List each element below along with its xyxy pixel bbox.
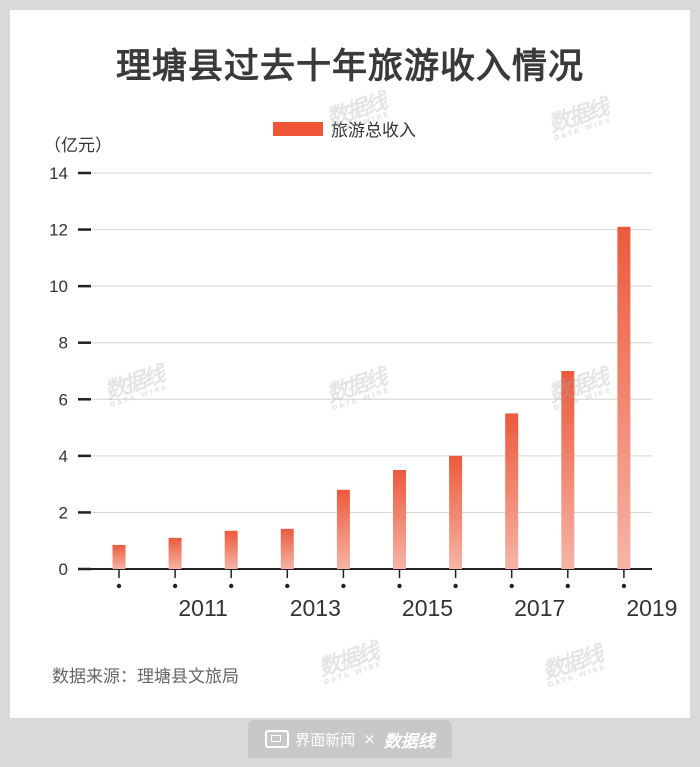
bar xyxy=(505,413,519,569)
bar xyxy=(336,489,350,569)
bar xyxy=(617,226,631,569)
y-tick-label: 14 xyxy=(49,164,68,183)
x-tick-dot xyxy=(285,583,290,589)
legend-swatch xyxy=(273,121,323,136)
x-tick-dot xyxy=(453,583,458,589)
jiemian-logo-icon xyxy=(265,730,290,748)
bar xyxy=(449,455,463,569)
x-tick-dot xyxy=(621,583,627,589)
x-tick-dot xyxy=(397,583,402,589)
legend: 旅游总收入 xyxy=(273,116,416,141)
bar xyxy=(393,470,406,569)
legend-label: 旅游总收入 xyxy=(331,121,416,141)
footer-brand: 界面新闻 xyxy=(295,730,356,749)
y-tick-label: 8 xyxy=(59,334,68,353)
bar xyxy=(561,371,575,569)
x-tick-dot xyxy=(229,583,234,589)
x-tick-dot xyxy=(116,583,122,589)
bar xyxy=(280,528,294,569)
y-tick-label: 10 xyxy=(49,277,68,296)
x-tick-dot xyxy=(341,583,346,589)
x-tick-label: 2019 xyxy=(626,595,677,621)
x-tick-label: 2013 xyxy=(290,595,341,621)
y-tick-label: 2 xyxy=(59,503,68,522)
footer-partner: 数据线 xyxy=(383,731,435,752)
bar xyxy=(168,537,182,569)
y-tick-label: 4 xyxy=(59,447,68,466)
y-tick-label: 6 xyxy=(59,390,68,409)
x-tick-dot xyxy=(509,583,514,589)
x-tick-dot xyxy=(172,583,178,589)
x-tick-label: 2015 xyxy=(402,595,453,621)
y-axis-unit-label: （亿元） xyxy=(44,136,112,156)
chart-title: 理塘县过去十年旅游收入情况 xyxy=(115,47,584,87)
y-tick-label: 12 xyxy=(49,221,68,240)
footer-badge: 界面新闻 × 数据线 xyxy=(248,720,452,758)
bar xyxy=(224,530,238,569)
chart-card xyxy=(10,10,690,718)
y-tick-label: 0 xyxy=(59,560,68,579)
x-tick-label: 2017 xyxy=(514,595,565,621)
footer-separator: × xyxy=(363,730,376,748)
bar xyxy=(112,544,126,569)
data-source-note: 数据来源：理塘县文旅局 xyxy=(52,667,239,687)
x-tick-dot xyxy=(565,583,570,589)
x-tick-label: 2011 xyxy=(178,595,227,621)
